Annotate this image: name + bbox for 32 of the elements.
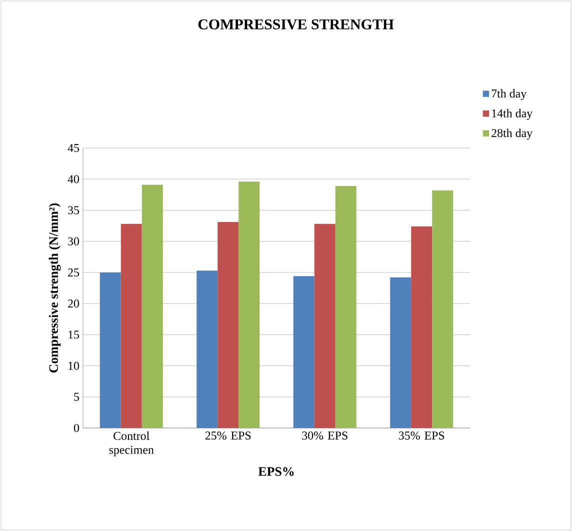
x-tick-label: Control specimen [109, 432, 154, 456]
x-axis-title: EPS% [258, 467, 294, 476]
y-tick-label: 35 [68, 206, 80, 214]
legend-label: 7th day [492, 89, 527, 100]
bar [411, 226, 432, 428]
bar [314, 224, 336, 428]
bar [100, 272, 121, 428]
bar [335, 186, 356, 428]
bar [293, 276, 314, 428]
bar [218, 222, 239, 428]
y-tick-label: 5 [74, 392, 80, 401]
y-tick-label: 45 [68, 144, 80, 152]
y-tick-label: 40 [68, 175, 80, 184]
legend-label: 28th day [492, 128, 533, 140]
bar [120, 224, 142, 428]
bar [432, 190, 454, 428]
bar [390, 277, 412, 428]
x-tick-label: 35% EPS [398, 432, 444, 440]
x-tick-label: 25% EPS [205, 432, 251, 440]
legend-label: 14th day [492, 108, 533, 120]
y-tick-label: 0 [74, 424, 80, 432]
y-tick-label: 25 [68, 268, 80, 276]
y-tick-label: 10 [68, 362, 80, 370]
y-tick-label: 30 [68, 237, 80, 246]
y-tick-label: 15 [68, 330, 80, 339]
y-tick-label: 20 [68, 300, 80, 308]
bar [238, 182, 260, 428]
x-tick-label: 30% EPS [302, 432, 348, 440]
y-axis-title: Compressive strength (N/mm²) [48, 203, 61, 373]
chart-title: COMPRESSIVE STRENGTH [198, 19, 394, 30]
bar [196, 270, 218, 428]
bar [142, 184, 163, 428]
